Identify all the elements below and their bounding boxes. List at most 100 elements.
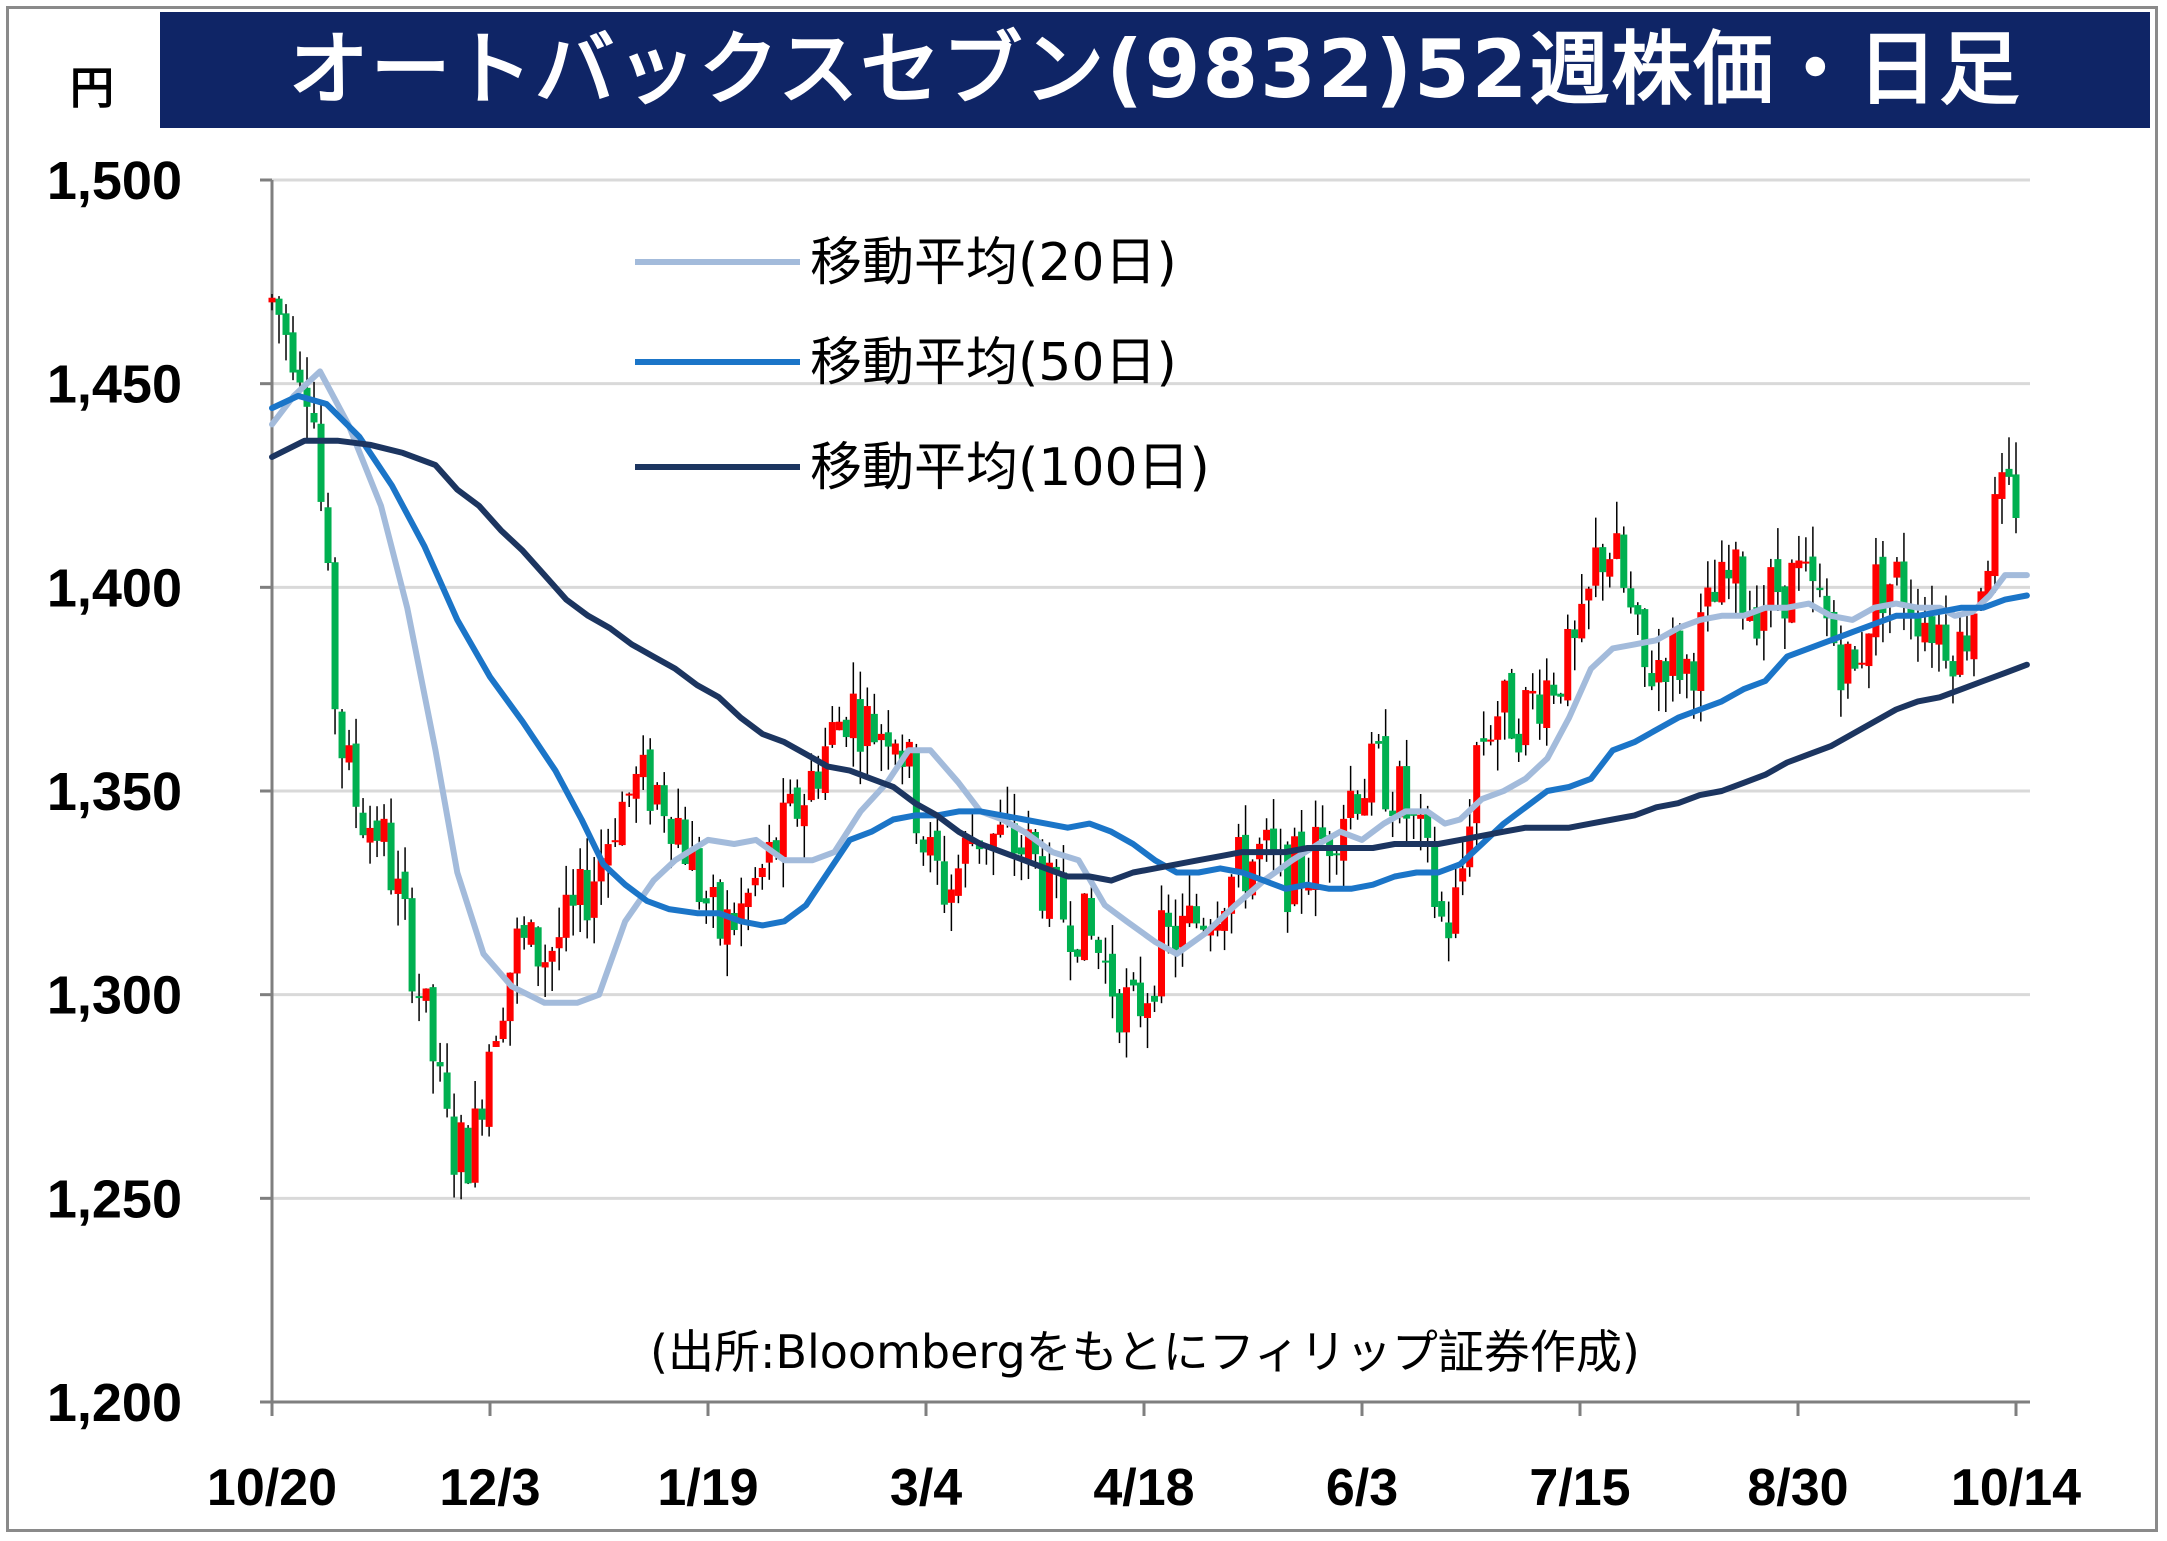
candle-down xyxy=(1690,661,1698,691)
candle-down xyxy=(1557,693,1565,697)
candle-up xyxy=(926,837,934,856)
candle-up xyxy=(758,867,766,878)
candle-up xyxy=(394,878,402,894)
candle-up xyxy=(506,972,514,1022)
candle-up xyxy=(527,922,535,945)
candle-down xyxy=(1830,611,1838,644)
y-tick-labels: 1,200 1,250 1,300 1,350 1,400 1,450 1,500 xyxy=(47,151,182,1433)
candle-up xyxy=(345,745,353,763)
candle-up xyxy=(1921,622,1929,643)
candle-up xyxy=(877,733,885,741)
candle-up xyxy=(590,881,598,918)
candle-up xyxy=(1592,547,1600,586)
candle-up xyxy=(1970,613,1978,660)
candle-down xyxy=(1837,644,1845,691)
candle-down xyxy=(940,861,948,905)
candle-down xyxy=(534,927,542,967)
candle-up xyxy=(1984,570,1992,598)
candle-down xyxy=(1038,856,1046,911)
candle-up xyxy=(1977,591,1985,606)
candle-up xyxy=(1998,472,2006,499)
candle-up xyxy=(674,817,682,845)
candle-down xyxy=(1809,556,1817,582)
candle-up xyxy=(1585,588,1593,601)
candle-down xyxy=(289,332,297,373)
candle-up xyxy=(1501,680,1509,713)
x-tick-label: 7/15 xyxy=(1529,1459,1630,1517)
candle-down xyxy=(1536,694,1544,724)
candle-up xyxy=(1045,862,1053,919)
candle-down xyxy=(1108,953,1116,997)
candle-up xyxy=(849,693,857,739)
candle-up xyxy=(1767,567,1775,609)
candle-up xyxy=(1795,560,1803,569)
moving-average-lines xyxy=(269,368,2030,1006)
candle-down xyxy=(1627,588,1635,608)
candle-up xyxy=(422,988,430,1001)
candle-up xyxy=(1697,612,1705,691)
candle-up xyxy=(618,801,626,846)
candle-down xyxy=(1010,823,1018,854)
candle-up xyxy=(1746,613,1754,621)
candle-up xyxy=(513,928,521,974)
candle-up xyxy=(835,721,843,731)
candle-up xyxy=(1122,987,1130,1033)
candle-down xyxy=(1017,847,1025,855)
candle-down xyxy=(772,840,780,856)
candle-up xyxy=(653,784,661,805)
x-tick-labels: 10/20 12/3 1/19 3/4 4/18 6/3 7/15 8/30 10/14 xyxy=(207,1459,2081,1517)
candle-down xyxy=(1165,912,1173,927)
candle-up xyxy=(485,1051,493,1127)
candle-up xyxy=(380,818,388,842)
candle-down xyxy=(1284,844,1292,913)
candle-up xyxy=(779,802,787,858)
candle-down xyxy=(1151,995,1159,1002)
candle-up xyxy=(1361,798,1369,816)
candle-down xyxy=(352,743,360,807)
candle-down xyxy=(1101,960,1109,963)
candle-up xyxy=(828,722,836,745)
candle-down xyxy=(1375,741,1383,744)
candle-down xyxy=(1900,561,1908,607)
candle-down xyxy=(1200,925,1208,930)
candle-down xyxy=(443,1072,451,1109)
candle-down xyxy=(282,313,290,335)
x-tick-label: 10/20 xyxy=(207,1459,337,1517)
candle-up xyxy=(1991,494,1999,577)
candle-down xyxy=(275,298,283,315)
candle-up xyxy=(1158,910,1166,997)
candle-up xyxy=(709,887,717,898)
candle-up xyxy=(604,844,612,866)
candle-down xyxy=(373,820,381,841)
candle-down xyxy=(1963,635,1971,652)
candle-down xyxy=(1073,949,1081,957)
candle-up xyxy=(744,892,752,908)
candle-down xyxy=(415,996,423,999)
candle-up xyxy=(1872,564,1880,638)
candle-down xyxy=(436,1062,444,1067)
candle-down xyxy=(387,822,395,891)
candle-down xyxy=(1942,624,1950,661)
candle-up xyxy=(1886,584,1894,606)
candle-down xyxy=(317,423,325,502)
candle-up xyxy=(499,1020,507,1040)
series-line-3 xyxy=(269,437,2030,884)
candle-down xyxy=(429,987,437,1062)
candle-down xyxy=(1515,733,1523,753)
candle-down xyxy=(1270,828,1278,852)
legend-label-1: 移動平均(20日) xyxy=(810,233,1177,293)
candle-down xyxy=(1136,982,1144,1017)
candle-up xyxy=(786,793,794,804)
chart-frame xyxy=(6,6,2158,1532)
candle-down xyxy=(1928,616,1936,644)
candle-down xyxy=(681,819,689,864)
candle-up xyxy=(863,706,871,747)
candlesticks xyxy=(268,293,2020,1200)
candle-up xyxy=(751,877,759,886)
candle-up xyxy=(1312,826,1320,890)
candle-up xyxy=(1368,743,1376,803)
candle-down xyxy=(1242,834,1250,892)
candle-up xyxy=(1956,631,1964,675)
candle-up xyxy=(1578,603,1586,639)
candle-up xyxy=(625,793,633,796)
